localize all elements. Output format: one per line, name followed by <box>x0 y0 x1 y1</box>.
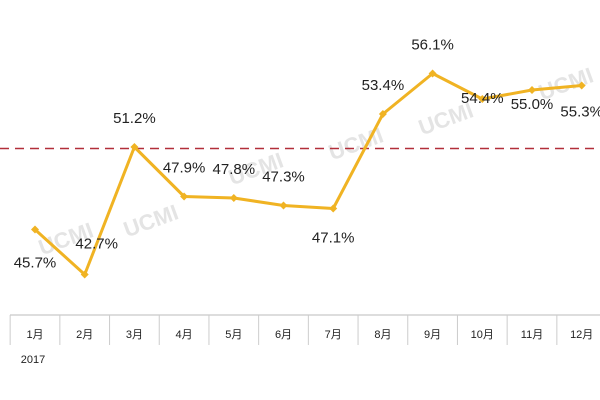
data-label: 45.7% <box>14 254 57 271</box>
x-tick-label: 3月 <box>126 329 143 341</box>
watermark: UCMI <box>120 199 181 242</box>
data-label: 54.4% <box>461 90 504 107</box>
line <box>33 72 582 276</box>
data-label: 47.9% <box>163 159 206 176</box>
data-label: 47.3% <box>262 168 305 185</box>
data-label: 56.1% <box>411 36 454 53</box>
x-tick-label: 12月 <box>570 329 593 341</box>
watermark: UCMI <box>325 122 386 165</box>
marker <box>180 192 189 201</box>
data-label: 51.2% <box>113 110 156 127</box>
x-tick-label: 8月 <box>374 329 391 341</box>
marker <box>80 270 89 279</box>
x-tick-label: 11月 <box>521 329 543 341</box>
x-tick-label: 9月 <box>424 329 441 341</box>
year-label: 2017 <box>21 354 45 366</box>
marker <box>378 110 387 118</box>
data-label: 55.3% <box>560 103 600 120</box>
x-tick-label: 10月 <box>471 329 494 341</box>
data-label: 42.7% <box>75 235 118 252</box>
x-tick-label: 5月 <box>225 329 242 341</box>
data-label: 47.8% <box>213 161 256 178</box>
data-label: 53.4% <box>362 77 405 94</box>
x-tick-label: 7月 <box>325 329 342 341</box>
marker <box>329 204 338 213</box>
marker <box>528 86 536 94</box>
x-tick-label: 4月 <box>176 329 193 341</box>
x-tick-label: 1月 <box>26 329 43 341</box>
marker <box>577 81 586 90</box>
marker <box>478 95 487 103</box>
data-label: 55.0% <box>511 96 554 113</box>
marker <box>279 201 288 210</box>
marker <box>428 69 437 78</box>
marker <box>130 143 139 151</box>
marker <box>31 225 39 234</box>
data-label: 47.1% <box>312 229 355 246</box>
x-tick-label: 2月 <box>76 329 93 341</box>
marker <box>229 194 238 202</box>
x-tick-label: 6月 <box>275 329 292 341</box>
